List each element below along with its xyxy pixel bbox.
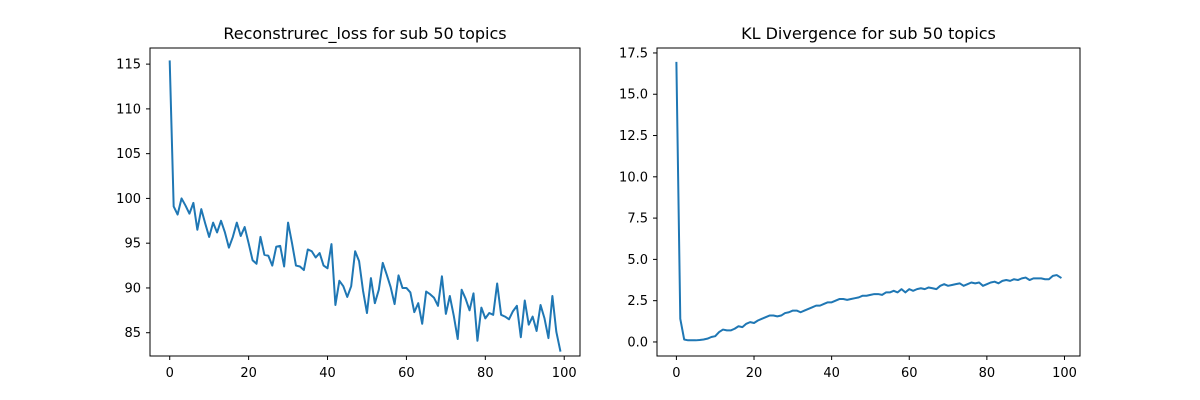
kl-divergence-y-tick-label: 12.5 [619,129,648,144]
kl-divergence-chart: KL Divergence for sub 50 topics 0 20 40 60 80… [619,24,1081,381]
kl-divergence-y-tick-label: 17.5 [619,46,648,61]
kl-divergence-x-tick-label: 80 [979,366,996,381]
kl-divergence-x-tick-label: 60 [901,366,918,381]
reconstruction-loss-y-tick-label: 105 [116,147,141,162]
kl-divergence-y-tick-label: 10.0 [619,170,648,185]
kl-divergence-x-tick-label: 0 [672,366,680,381]
reconstruction-loss-x-tick-label: 60 [398,366,415,381]
kl-divergence-y-tick-label: 15.0 [619,88,648,103]
reconstruction-loss-y-tick-label: 85 [124,326,141,341]
reconstruction-loss-y-tick-label: 95 [124,237,141,252]
reconstruction-loss-y-tick-label: 115 [116,58,141,73]
reconstruction-loss-x-tick-label: 80 [477,366,494,381]
kl-divergence-y-tick-label: 0.0 [627,335,648,350]
reconstruction-loss-x-tick-label: 0 [166,366,174,381]
kl-divergence-y-tick-label: 5.0 [627,253,648,268]
reconstruction-loss-chart: Reconstrurec_loss for sub 50 topics 0 20 40… [116,24,581,381]
kl-divergence-x-tick-label: 20 [746,366,763,381]
reconstruction-loss-title: Reconstrurec_loss for sub 50 topics [223,24,506,44]
kl-divergence-axes-frame [656,47,1081,357]
reconstruction-loss-x-tick-label: 100 [552,366,577,381]
reconstruction-loss-y-tick-label: 110 [116,102,141,117]
kl-divergence-title: KL Divergence for sub 50 topics [741,24,996,43]
kl-divergence-x-tick-label: 100 [1052,366,1077,381]
reconstruction-loss-x-tick-label: 40 [319,366,336,381]
reconstruction-loss-series-line [168,60,562,352]
reconstruction-loss-x-tick-label: 20 [240,366,257,381]
kl-divergence-y-tick-label: 2.5 [627,294,648,309]
reconstruction-loss-y-tick-label: 100 [116,192,141,207]
reconstruction-loss-y-tick-label: 90 [124,281,141,296]
kl-divergence-x-tick-label: 40 [823,366,840,381]
kl-divergence-y-tick-label: 7.5 [627,212,648,227]
kl-divergence-series-line [675,61,1062,342]
reconstruction-loss-axes-frame [149,47,581,357]
